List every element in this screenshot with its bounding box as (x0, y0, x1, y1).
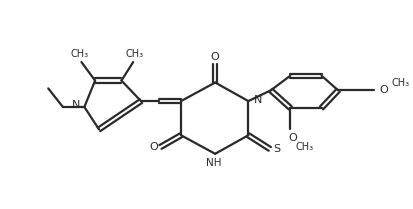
Text: CH₃: CH₃ (296, 142, 314, 152)
Text: O: O (149, 142, 158, 152)
Text: N: N (254, 95, 263, 105)
Text: NH: NH (206, 158, 222, 168)
Text: O: O (211, 52, 220, 62)
Text: N: N (72, 100, 81, 110)
Text: CH₃: CH₃ (125, 49, 143, 59)
Text: CH₃: CH₃ (70, 49, 88, 59)
Text: O: O (379, 85, 388, 95)
Text: CH₃: CH₃ (392, 78, 410, 88)
Text: S: S (273, 144, 280, 154)
Text: O: O (288, 133, 297, 143)
